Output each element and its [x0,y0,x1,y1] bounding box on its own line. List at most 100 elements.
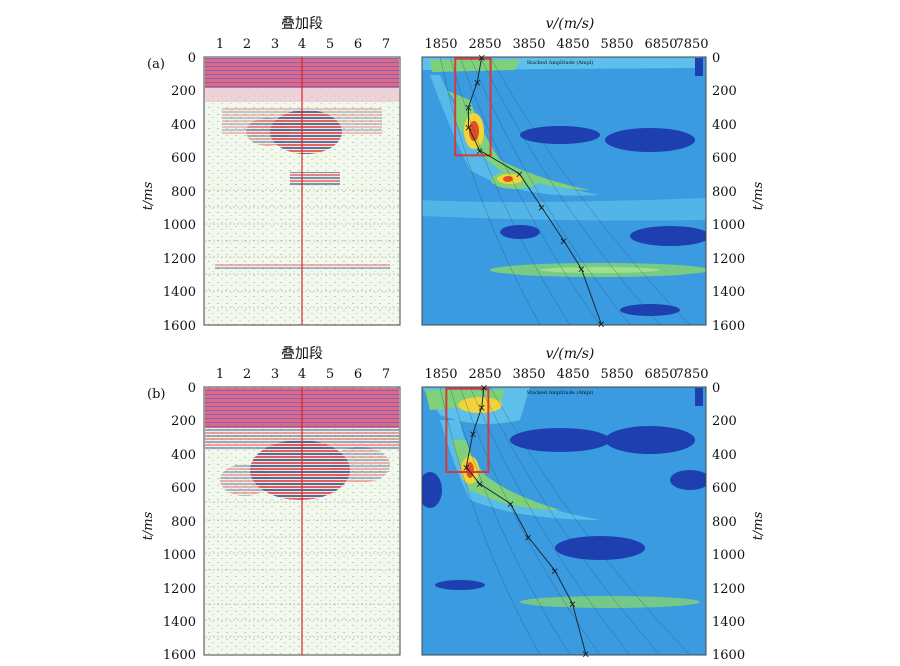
highlight-box [445,387,490,473]
time-tick: 800 [712,185,737,200]
time-tick: 1600 [163,319,196,334]
panel-b-time-ticks-right: 0 200 400 600 800 1000 1200 1400 1600 [712,381,745,663]
time-tick: 1200 [712,582,745,597]
panel-b-gather-image [203,386,401,656]
velocity-tick: 6850 [644,367,677,382]
time-tick: 400 [712,448,737,463]
panel-a-gather-title: 叠加段 [281,16,323,32]
velocity-pick-curve [465,386,587,654]
velocity-tick: 7850 [675,367,708,382]
panel-a-time-ticks-right: 0 200 400 600 800 1000 1200 1400 1600 [712,51,745,334]
time-tick: 1600 [163,648,196,662]
velocity-pick-marker: × [577,265,585,276]
velocity-pick-marker: × [597,320,605,331]
time-tick: 1600 [712,648,745,662]
time-tick: 0 [712,381,720,396]
panel-b-time-axis-label-left: t/ms [141,511,156,540]
panel-b-trace-ticks: 1 2 3 4 5 6 7 [216,367,390,382]
trace-tick: 5 [326,37,334,52]
time-tick: 600 [171,151,196,166]
velocity-pick-marker: × [568,600,576,611]
time-tick: 1200 [163,582,196,597]
velocity-tick: 7850 [675,37,708,52]
velocity-pick-marker: × [475,480,483,491]
trace-tick: 7 [382,37,390,52]
time-tick: 1400 [712,615,745,630]
velocity-pick-marker: × [582,650,590,661]
panel-a-time-axis-label-left: t/ms [141,181,156,210]
time-tick: 800 [712,515,737,530]
panel-a-trace-ticks: 1 2 3 4 5 6 7 [216,37,390,52]
time-tick: 400 [171,448,196,463]
velocity-pick-marker: × [469,430,477,441]
panel-a-energy-label: Stacked Amplitude (Ampl) [527,59,594,66]
velocity-pick-marker: × [475,146,483,157]
panel-a-velocity-picks: × × × × × × × × × × [454,53,605,331]
time-tick: 1000 [163,548,196,563]
time-tick: 200 [712,414,737,429]
trace-tick: 1 [216,367,224,382]
time-tick: 200 [171,414,196,429]
velocity-pick-marker: × [506,500,514,511]
time-tick: 1400 [163,615,196,630]
trace-tick: 6 [354,367,362,382]
velocity-tick: 6850 [644,37,677,52]
panel-b-velocity-ticks: 1850 2850 3850 4850 5850 6850 7850 [424,367,708,382]
time-tick: 400 [712,118,737,133]
highlight-box [454,57,492,157]
velocity-tick: 3850 [512,367,545,382]
velocity-pick-marker: × [462,463,470,474]
time-tick: 0 [712,51,720,66]
panel-a-time-ticks-left: 0 200 400 600 800 1000 1200 1400 1600 [163,51,196,334]
velocity-pick-marker: × [464,123,472,134]
time-tick: 800 [171,515,196,530]
time-tick: 200 [712,84,737,99]
time-tick: 1000 [712,218,745,233]
time-tick: 600 [171,481,196,496]
panel-b-time-axis-label-right: t/ms [751,511,766,540]
trace-tick: 1 [216,37,224,52]
time-tick: 1400 [712,285,745,300]
velocity-pick-marker: × [473,78,481,89]
velocity-tick: 2850 [468,37,501,52]
panel-b-time-ticks-left: 0 200 400 600 800 1000 1200 1400 1600 [163,381,196,663]
time-tick: 1600 [712,319,745,334]
time-tick: 1400 [163,285,196,300]
trace-tick: 5 [326,367,334,382]
panel-a-time-axis-label-right: t/ms [751,181,766,210]
time-tick: 1000 [712,548,745,563]
time-tick: 600 [712,151,737,166]
velocity-pick-curve [467,56,602,324]
trace-tick: 2 [243,367,251,382]
panel-b-velocity-spectrum [422,387,706,655]
panel-b-velocity-label: v/(m/s) [546,346,595,362]
time-tick: 200 [171,84,196,99]
panel-a-velocity-label: v/(m/s) [546,16,595,32]
velocity-tick: 1850 [424,367,457,382]
velocity-pick-marker: × [524,533,532,544]
time-tick: 0 [188,51,196,66]
velocity-tick: 1850 [424,37,457,52]
velocity-pick-marker: × [551,566,559,577]
time-tick: 800 [171,185,196,200]
velocity-tick: 4850 [556,37,589,52]
panel-a-velocity-spectrum [422,57,706,325]
velocity-pick-marker: × [537,203,545,214]
panel-b-energy-label: Stacked Amplitude (Ampl) [527,389,594,396]
velocity-tick: 5850 [600,37,633,52]
time-tick: 0 [188,381,196,396]
time-tick: 1200 [163,252,196,267]
panel-b-gather-title: 叠加段 [281,346,323,362]
velocity-tick: 5850 [600,367,633,382]
trace-tick: 6 [354,37,362,52]
time-tick: 1000 [163,218,196,233]
panel-b: (b) 叠加段 1 2 3 4 5 6 7 [141,346,766,663]
panel-a: (a) 叠加段 1 2 3 4 5 6 7 [141,16,766,334]
panel-a-label: (a) [147,57,165,72]
panel-b-velocity-picks: × × × × × × × × × × [445,383,590,661]
velocity-tick: 4850 [556,367,589,382]
time-tick: 400 [171,118,196,133]
velocity-pick-marker: × [478,403,486,414]
velocity-tick: 3850 [512,37,545,52]
